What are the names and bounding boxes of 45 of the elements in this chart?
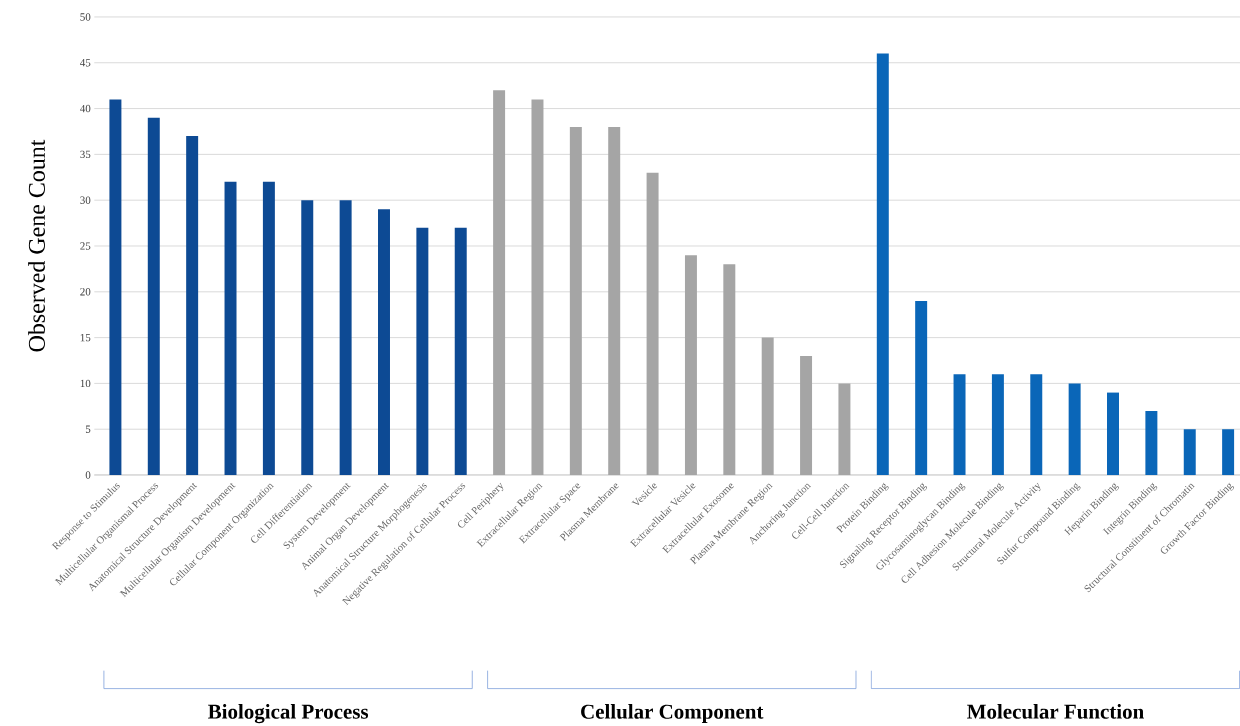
bar — [147, 117, 160, 476]
y-tick-label: 45 — [80, 59, 91, 67]
y-tick-label: 35 — [80, 150, 91, 159]
y-tick-label: 0 — [85, 471, 91, 479]
bar — [723, 264, 736, 476]
bar — [646, 172, 659, 476]
bar — [915, 301, 928, 476]
y-tick-label: 40 — [80, 105, 91, 113]
bar — [953, 374, 966, 476]
bar — [684, 255, 697, 476]
y-tick-label: 10 — [80, 379, 91, 388]
bar — [761, 337, 774, 476]
bar — [800, 356, 813, 476]
bar — [262, 182, 275, 476]
text: Molecular Function — [967, 704, 1144, 720]
bar — [109, 99, 122, 476]
bar — [991, 374, 1004, 476]
text: Biological Process — [208, 704, 369, 724]
y-tick-label: 50 — [80, 13, 91, 21]
y-axis-title: Observed Gene Count — [28, 139, 45, 352]
y-tick-label: 20 — [80, 288, 91, 296]
bar — [531, 99, 544, 476]
text: Cellular Component — [581, 704, 764, 724]
bar — [1145, 411, 1158, 476]
bar — [493, 90, 506, 476]
bar — [1222, 429, 1235, 476]
bar — [569, 127, 582, 476]
bar — [378, 209, 390, 476]
bar — [416, 227, 429, 476]
bar — [608, 127, 621, 476]
y-tick-label: 25 — [80, 242, 91, 250]
bar — [339, 200, 352, 476]
bar — [224, 182, 237, 476]
bar — [186, 136, 199, 476]
y-tick-label: 30 — [80, 196, 91, 205]
bar — [1030, 374, 1043, 476]
bar — [454, 227, 467, 476]
bar — [1068, 383, 1081, 476]
bar — [876, 53, 889, 476]
bar — [1183, 429, 1196, 476]
bar — [1107, 392, 1119, 476]
bar — [301, 200, 314, 476]
y-tick-label: 5 — [85, 425, 91, 434]
bar — [838, 383, 851, 476]
y-tick-label: 15 — [80, 334, 91, 342]
